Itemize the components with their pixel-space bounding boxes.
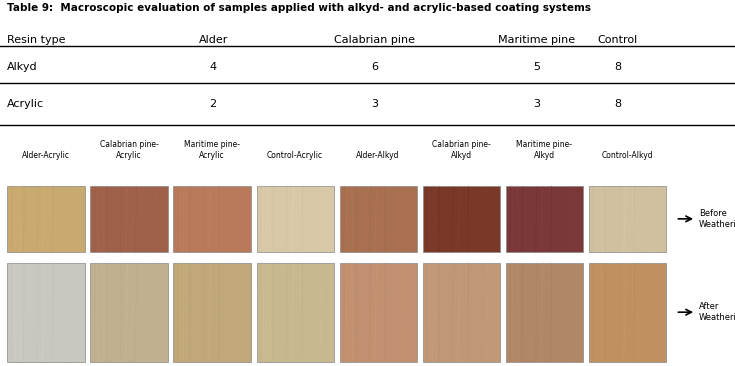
Bar bbox=[423, 263, 500, 362]
Bar bbox=[423, 186, 500, 252]
Text: 2: 2 bbox=[209, 99, 217, 109]
Text: 8: 8 bbox=[614, 99, 621, 109]
Text: Table 9:  Macroscopic evaluation of samples applied with alkyd- and acrylic-base: Table 9: Macroscopic evaluation of sampl… bbox=[7, 3, 592, 13]
Bar bbox=[173, 186, 251, 252]
Bar bbox=[589, 186, 666, 252]
Text: 6: 6 bbox=[371, 62, 379, 72]
Text: Alkyd: Alkyd bbox=[7, 62, 38, 72]
Text: Maritime pine: Maritime pine bbox=[498, 34, 575, 45]
Text: 8: 8 bbox=[614, 62, 621, 72]
Bar bbox=[340, 263, 417, 362]
Text: 5: 5 bbox=[533, 62, 540, 72]
Text: 3: 3 bbox=[533, 99, 540, 109]
Text: Calabrian pine: Calabrian pine bbox=[334, 34, 415, 45]
Bar bbox=[257, 186, 334, 252]
Text: Calabrian pine-
Alkyd: Calabrian pine- Alkyd bbox=[432, 140, 490, 160]
Bar bbox=[506, 186, 583, 252]
Text: Alder-Acrylic: Alder-Acrylic bbox=[22, 150, 70, 160]
Text: 3: 3 bbox=[371, 99, 379, 109]
Bar bbox=[7, 186, 85, 252]
Text: Before
Weathering: Before Weathering bbox=[699, 209, 735, 229]
Bar bbox=[7, 263, 85, 362]
Text: After
Weathering: After Weathering bbox=[699, 302, 735, 322]
Bar bbox=[90, 263, 168, 362]
Text: Acrylic: Acrylic bbox=[7, 99, 45, 109]
Text: Control-Acrylic: Control-Acrylic bbox=[267, 150, 323, 160]
Text: Maritime pine-
Alkyd: Maritime pine- Alkyd bbox=[516, 140, 573, 160]
Text: Resin type: Resin type bbox=[7, 34, 66, 45]
Bar bbox=[589, 263, 666, 362]
Bar bbox=[340, 186, 417, 252]
Text: Control: Control bbox=[598, 34, 637, 45]
Text: Alder: Alder bbox=[198, 34, 228, 45]
Bar bbox=[173, 263, 251, 362]
Text: Calabrian pine-
Acrylic: Calabrian pine- Acrylic bbox=[100, 140, 158, 160]
Text: Maritime pine-
Acrylic: Maritime pine- Acrylic bbox=[184, 140, 240, 160]
Text: Alder-Alkyd: Alder-Alkyd bbox=[356, 150, 400, 160]
Bar bbox=[506, 263, 583, 362]
Bar bbox=[257, 263, 334, 362]
Text: Control-Alkyd: Control-Alkyd bbox=[601, 150, 653, 160]
Bar bbox=[90, 186, 168, 252]
Text: 4: 4 bbox=[209, 62, 217, 72]
